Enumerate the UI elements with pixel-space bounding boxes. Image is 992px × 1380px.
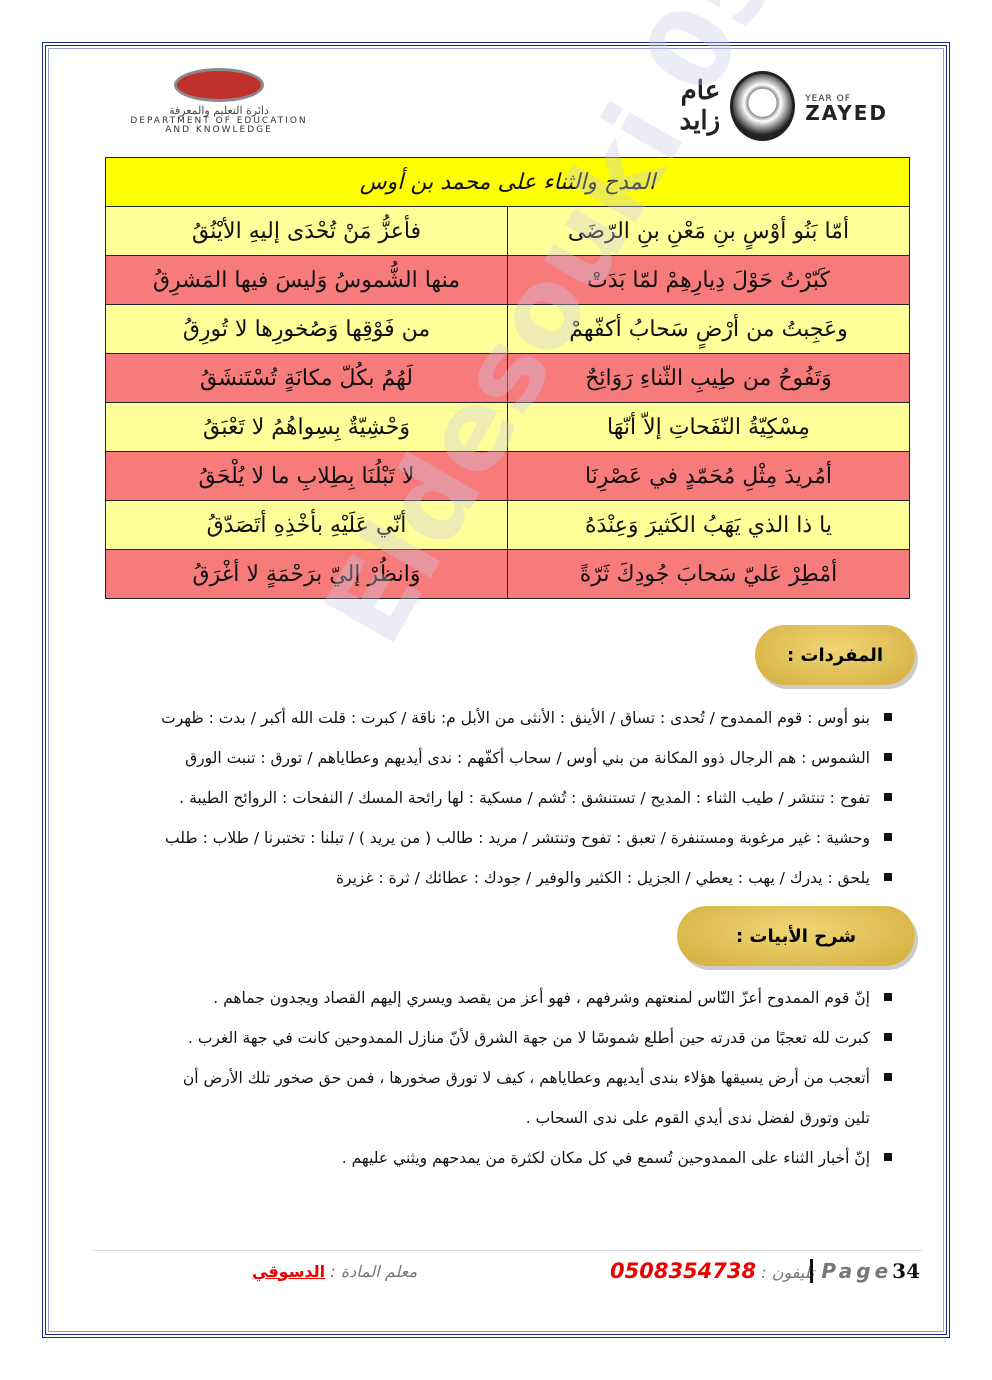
verse-first-half: وعَجِبتُ من أرْضٍ سَحابُ أكفّهمْ xyxy=(507,304,910,354)
vocabulary-heading: المفردات : xyxy=(755,625,915,685)
explanation-item: أتعجب من أرض يسيقها هؤلاء بندى أيديهم وع… xyxy=(92,1058,892,1138)
verse-first-half: يا ذا الذي يَهَبُ الكَثيرَ وَعِنْدَهُ xyxy=(507,500,910,550)
logo-arabic: دائرة التعليم والمعرفة xyxy=(169,104,269,117)
page-border xyxy=(42,42,950,1338)
explanation-text: إنّ قوم الممدوح أعزّ النّاس لمنعتهم وشرف… xyxy=(213,989,870,1007)
verse-second-half: لا تَبْلُنَا بِطِلابِ ما لا يُلْحَقُ xyxy=(105,451,508,501)
logo-arabic: عام زايد xyxy=(679,76,721,136)
poem-row: أمْطِرْ عَليّ سَحابَ جُودِكَ ثَرّةً وَانظ… xyxy=(105,549,910,599)
poem-row: أمّا بَنُو أوْسٍ بنِ مَعْنِ بنِ الرّضَى ف… xyxy=(105,206,910,256)
vocabulary-item: بنو أوس : قوم الممدوح / تُحدى : تساق / ا… xyxy=(92,698,892,738)
footer-divider xyxy=(92,1250,922,1251)
vocabulary-list: بنو أوس : قوم الممدوح / تُحدى : تساق / ا… xyxy=(92,698,892,898)
phone: تليفون : 0508354738 xyxy=(610,1259,814,1283)
vocabulary-item: الشموس : هم الرجال ذوو المكانة من بني أو… xyxy=(92,738,892,778)
verse-second-half: لَهُمُ بكُلّ مكانَةٍ تُسْتَنشَقُ xyxy=(105,353,508,403)
explanation-text-cont: تلين وتورق لفضل ندى أيدي القوم على ندى ا… xyxy=(525,1109,870,1127)
logo-english-1: DEPARTMENT OF EDUCATION xyxy=(130,116,308,126)
poem-row: كَبّرْتُ حَوْلَ دِيارِهِمْ لمّا بَدَتْ من… xyxy=(105,255,910,305)
teacher-label: معلم المادة : xyxy=(330,1261,418,1281)
verse-second-half: وَانظُرْ إليّ برَحْمَةٍ لا أغْرَقُ xyxy=(105,549,508,599)
explanation-item: كبرت لله تعجبًا من قدرته حين أطلع شموسًا… xyxy=(92,1018,892,1058)
teacher: معلم المادة : الدسوقي xyxy=(252,1262,417,1281)
explanation-item: إنّ قوم الممدوح أعزّ النّاس لمنعتهم وشرف… xyxy=(92,978,892,1018)
year-of-zayed-logo: عام زايد YEAR OF ZAYED xyxy=(638,70,888,142)
emblem-icon xyxy=(174,68,264,102)
logo-small: YEAR OF xyxy=(805,94,851,104)
poem-table: المدح والثناء على محمد بن أوس أمّا بَنُو… xyxy=(105,157,910,599)
verse-second-half: منها الشُّموسُ وَليسَ فيها المَشرِقُ xyxy=(105,255,508,305)
explanation-text: إنّ أخبار الثناء على الممدوحين تُسمع في … xyxy=(341,1149,870,1167)
page-border-inner xyxy=(48,48,944,1332)
portrait-icon xyxy=(730,71,796,141)
verse-first-half: أمّا بَنُو أوْسٍ بنِ مَعْنِ بنِ الرّضَى xyxy=(507,206,910,256)
teacher-name: الدسوقي xyxy=(252,1261,326,1281)
logo-big: ZAYED xyxy=(805,101,888,125)
poem-row: أمُريدَ مِثْلِ مُحَمّدٍ في عَصْرِنَا لا ت… xyxy=(105,451,910,501)
vocabulary-item: وحشية : غير مرغوبة ومستنفرة / تعبق : تفو… xyxy=(92,818,892,858)
poem-row: يا ذا الذي يَهَبُ الكَثيرَ وَعِنْدَهُ أنّ… xyxy=(105,500,910,550)
explanation-item: إنّ أخبار الثناء على الممدوحين تُسمع في … xyxy=(92,1138,892,1178)
verse-first-half: أمْطِرْ عَليّ سَحابَ جُودِكَ ثَرّةً xyxy=(507,549,910,599)
logo-english-2: AND KNOWLEDGE xyxy=(165,125,273,135)
poem-title: المدح والثناء على محمد بن أوس xyxy=(105,157,910,207)
explanation-list: إنّ قوم الممدوح أعزّ النّاس لمنعتهم وشرف… xyxy=(92,978,892,1178)
explanation-text: كبرت لله تعجبًا من قدرته حين أطلع شموسًا… xyxy=(188,1029,870,1047)
verse-first-half: وَتَفُوحُ من طِيبِ الثّناءِ رَوَائِحٌ xyxy=(507,353,910,403)
poem-row: وعَجِبتُ من أرْضٍ سَحابُ أكفّهمْ من فَوْق… xyxy=(105,304,910,354)
page-label: Page xyxy=(810,1259,893,1283)
explanation-heading: شرح الأبيات : xyxy=(677,906,915,966)
phone-number: 0508354738 xyxy=(610,1259,757,1283)
poem-row: مِسْكِيّةُ النّفَحاتِ إلاّ أنّهَا وَحْشِي… xyxy=(105,402,910,452)
department-logo: دائرة التعليم والمعرفة DEPARTMENT OF EDU… xyxy=(88,68,350,135)
verse-first-half: أمُريدَ مِثْلِ مُحَمّدٍ في عَصْرِنَا xyxy=(507,451,910,501)
verse-first-half: مِسْكِيّةُ النّفَحاتِ إلاّ أنّهَا xyxy=(507,402,910,452)
vocabulary-item: تفوح : تنتشر / طيب الثناء : المديح / تست… xyxy=(92,778,892,818)
page-number: 34 xyxy=(892,1259,920,1283)
vocabulary-item: يلحق : يدرك / يهب : يعطي / الجزيل : الكث… xyxy=(92,858,892,898)
phone-label: تليفون : xyxy=(761,1263,815,1282)
verse-second-half: أنّي عَلَيْهِ بأخْذِهِ أتَصَدّقُ xyxy=(105,500,508,550)
verse-first-half: كَبّرْتُ حَوْلَ دِيارِهِمْ لمّا بَدَتْ xyxy=(507,255,910,305)
poem-row: وَتَفُوحُ من طِيبِ الثّناءِ رَوَائِحٌ لَه… xyxy=(105,353,910,403)
verse-second-half: من فَوْقِها وَصُخورِها لا تُورِقُ xyxy=(105,304,508,354)
verse-second-half: وَحْشِيّةٌ بِسِواهُمُ لا تَعْبَقُ xyxy=(105,402,508,452)
verse-second-half: فأعزُّ مَنْ تُحْدَى إليهِ الأيْنُقُ xyxy=(105,206,508,256)
explanation-text: أتعجب من أرض يسيقها هؤلاء بندى أيديهم وع… xyxy=(182,1069,870,1087)
footer: معلم المادة : الدسوقي تليفون : 050835473… xyxy=(92,1256,922,1286)
page-indicator: Page34 xyxy=(810,1259,920,1283)
